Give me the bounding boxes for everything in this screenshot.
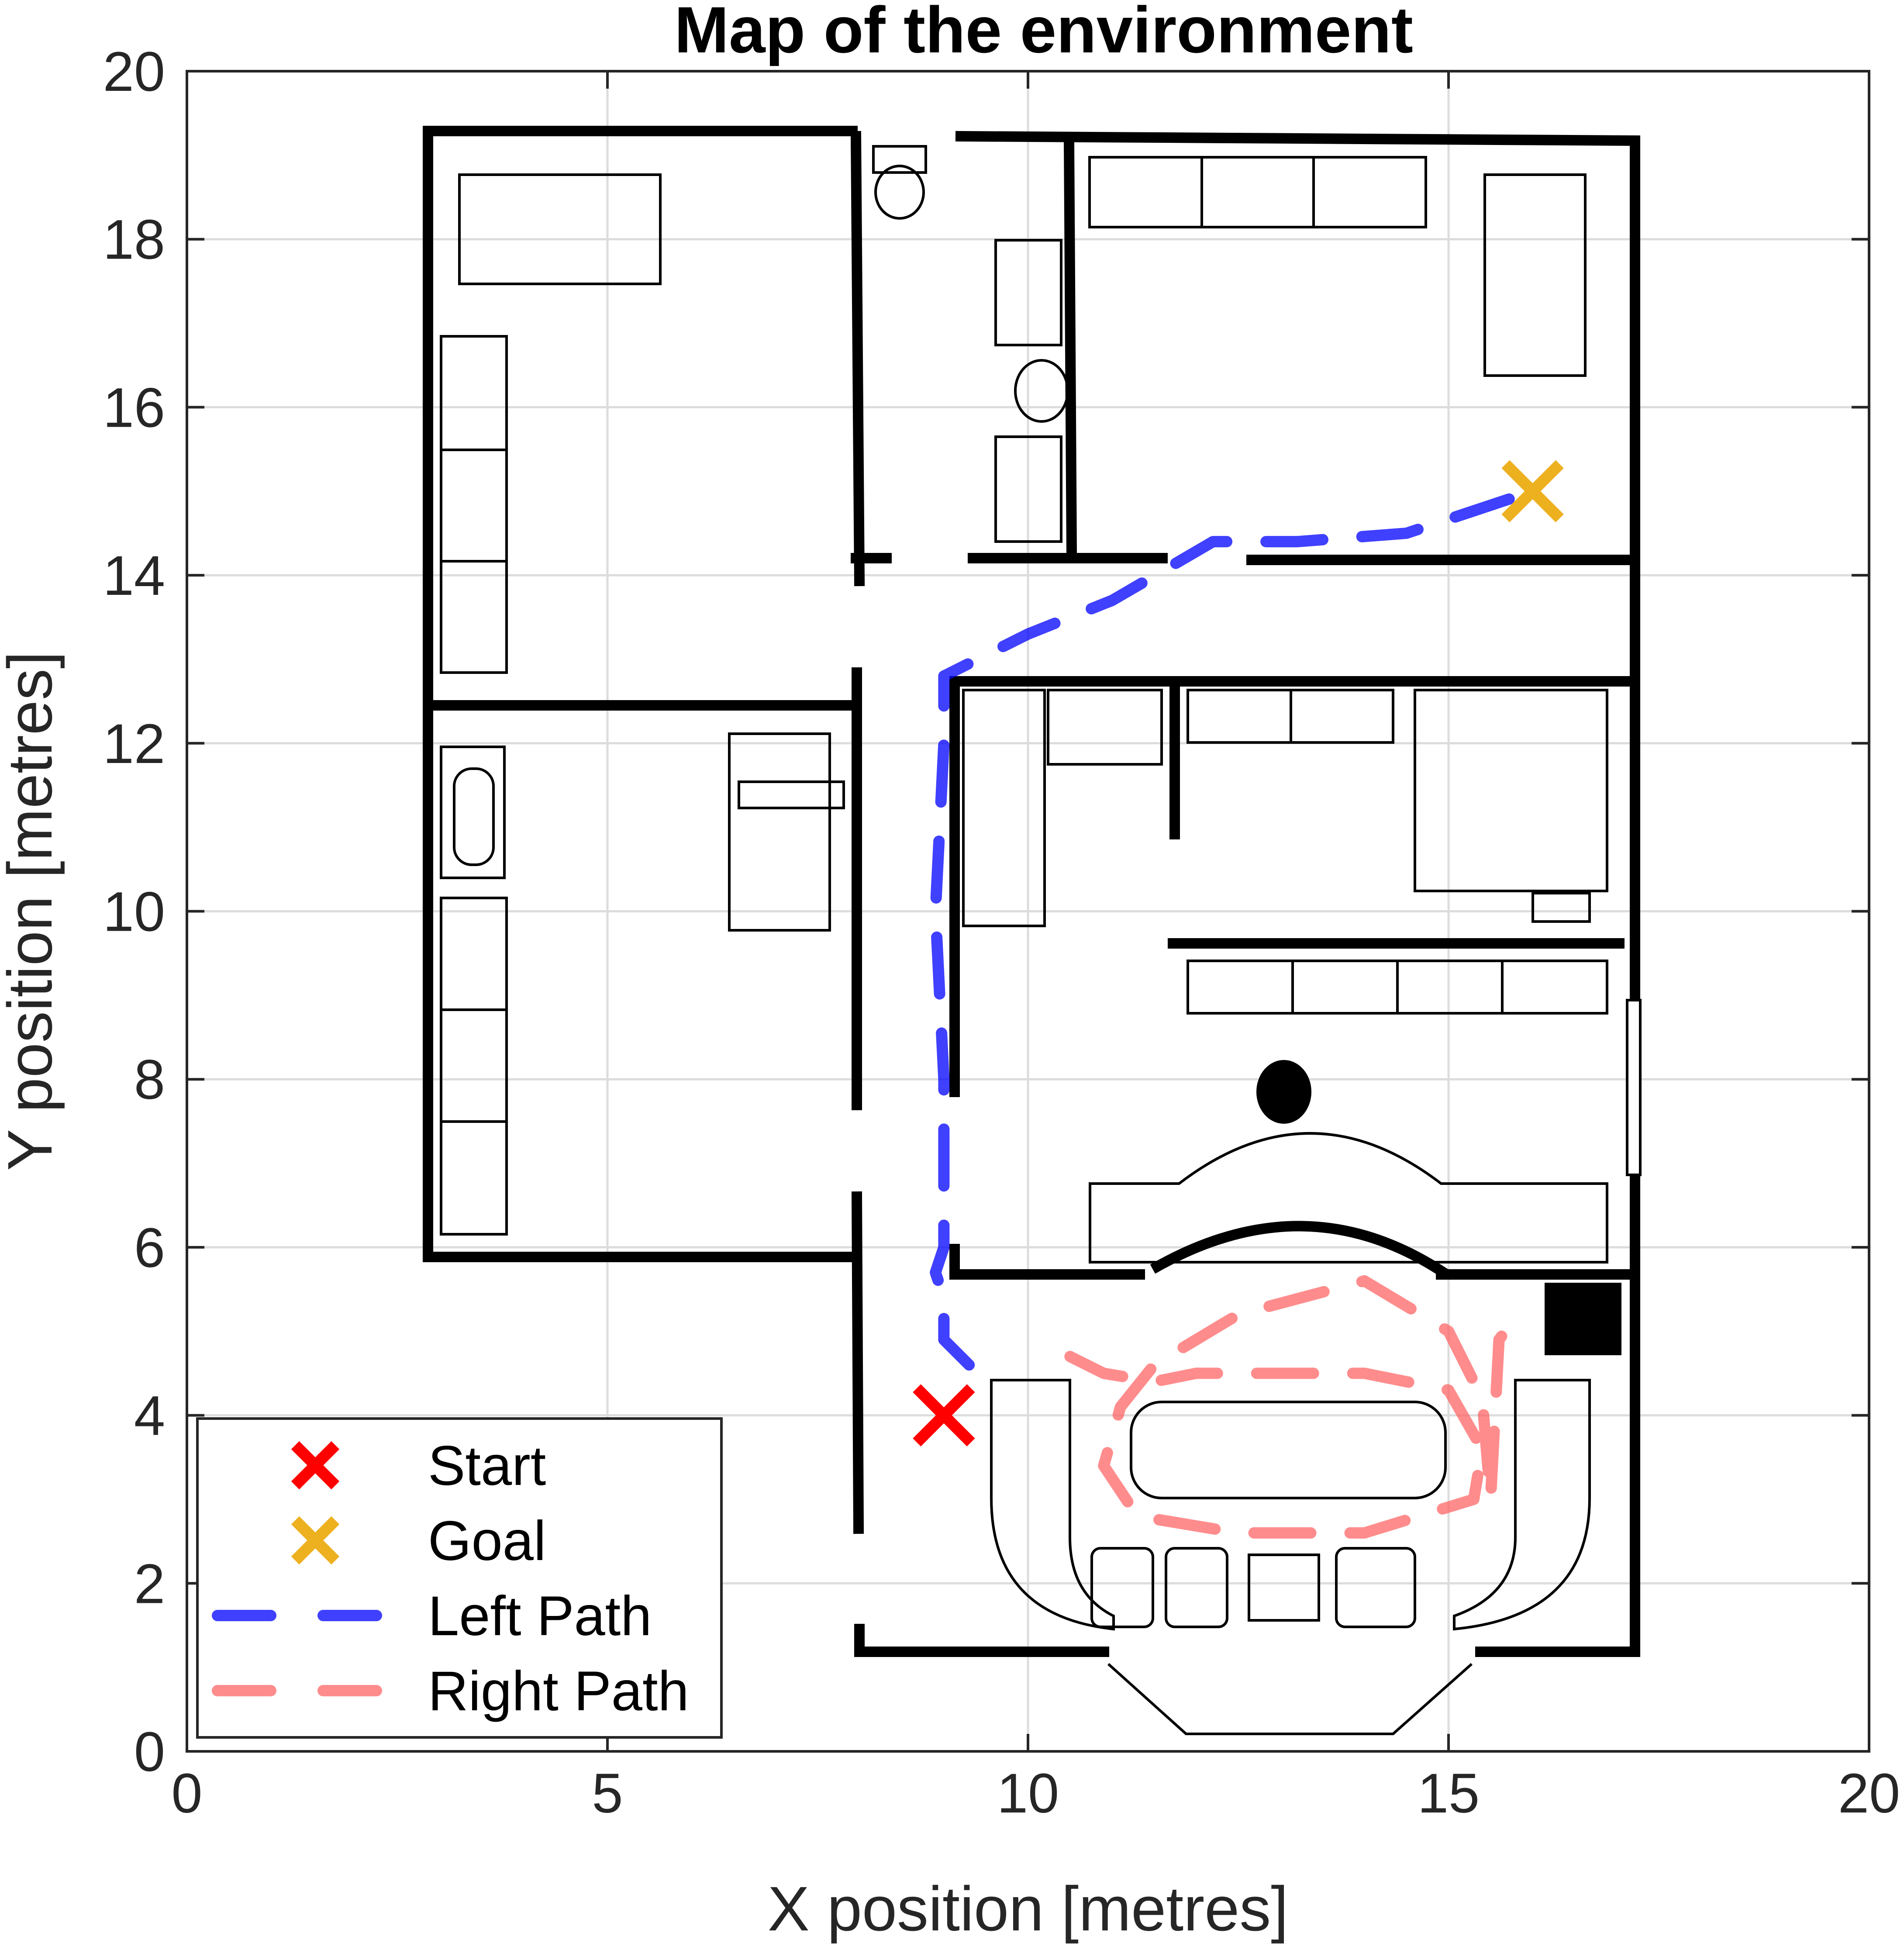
y-tick-label: 20 <box>103 41 165 103</box>
y-tick-label: 8 <box>134 1049 165 1111</box>
ticks: 0 5 10 15 20 0 2 4 6 8 10 12 14 16 18 20 <box>103 41 1901 1825</box>
y-tick-label: 6 <box>134 1217 165 1279</box>
legend: Start Goal Left Path Right Path <box>196 1417 723 1739</box>
y-axis-label: Y position [metres] <box>0 651 65 1171</box>
legend-items: Start Goal Left Path Right Path <box>212 1435 689 1723</box>
y-tick-label: 4 <box>134 1385 165 1447</box>
y-tick-label: 14 <box>103 545 165 607</box>
series-left-path <box>930 485 1538 1371</box>
y-tick-label: 10 <box>103 881 165 943</box>
marker-goal <box>1501 460 1564 522</box>
x-tick-label: 0 <box>171 1762 202 1825</box>
legend-label-start: Start <box>428 1435 546 1497</box>
markers <box>913 460 1564 1447</box>
outer-walls <box>423 126 1640 1657</box>
floor-plan <box>423 126 1642 1735</box>
marker-start <box>913 1384 975 1447</box>
window <box>1107 999 1642 1735</box>
legend-label-left-path: Left Path <box>428 1585 652 1647</box>
y-tick-label: 12 <box>103 713 165 775</box>
y-tick-label: 18 <box>103 209 165 271</box>
x-tick-label: 15 <box>1418 1762 1480 1825</box>
legend-label-right-path: Right Path <box>428 1660 689 1723</box>
legend-label-goal: Goal <box>428 1510 546 1572</box>
furniture <box>440 145 1621 1631</box>
legend-swatch-start <box>291 1441 340 1490</box>
paths <box>930 485 1538 1539</box>
x-axis-label: X position [metres] <box>768 1874 1289 1944</box>
x-tick-label: 10 <box>997 1762 1059 1825</box>
y-tick-label: 2 <box>134 1553 165 1615</box>
y-tick-label: 0 <box>134 1721 165 1783</box>
series-right-path <box>1064 1275 1530 1539</box>
x-tick-label: 5 <box>592 1762 623 1825</box>
x-tick-label: 20 <box>1838 1762 1900 1825</box>
legend-box <box>196 1417 723 1739</box>
chart-title: Map of the environment <box>674 0 1413 66</box>
legend-swatch-goal <box>291 1516 340 1565</box>
y-tick-label: 16 <box>103 376 165 439</box>
